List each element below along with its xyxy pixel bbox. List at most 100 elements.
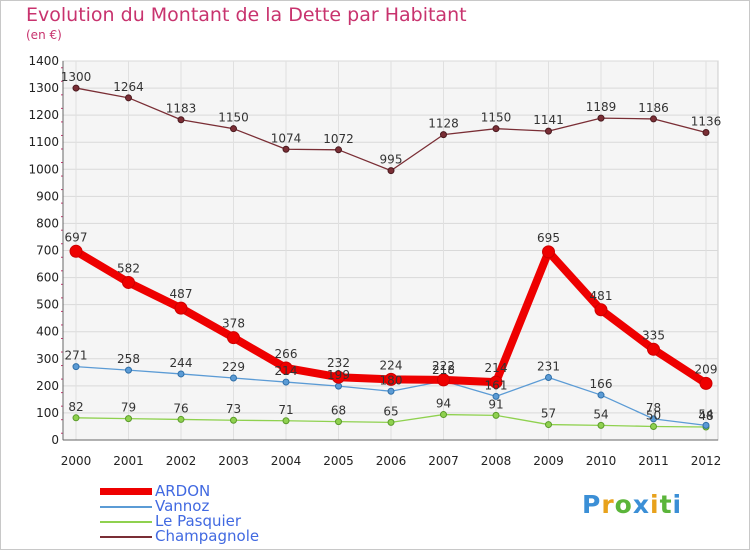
data-label-le-pasquier: 57 <box>541 407 556 421</box>
data-label-ardon: 697 <box>65 230 88 244</box>
data-point-vannoz <box>650 415 657 423</box>
data-point-ardon <box>594 303 608 317</box>
data-point-ardon <box>332 370 345 384</box>
data-point-le-pasquier <box>72 414 80 422</box>
data-point-champagnole <box>177 116 185 124</box>
data-label-vannoz: 180 <box>380 373 403 387</box>
data-label-champagnole: 1183 <box>166 102 197 116</box>
data-point-vannoz <box>492 392 500 400</box>
legend-label-vannoz: Vannoz <box>155 497 210 515</box>
data-point-vannoz <box>177 370 185 378</box>
data-label-vannoz: 231 <box>537 359 560 373</box>
data-label-ardon: 222 <box>432 359 455 373</box>
data-label-ardon: 224 <box>380 358 403 372</box>
data-label-le-pasquier: 50 <box>646 408 661 422</box>
y-tick-label: 500 <box>36 298 59 312</box>
data-label-le-pasquier: 79 <box>121 401 136 415</box>
data-label-le-pasquier: 71 <box>278 403 293 417</box>
data-label-ardon: 378 <box>222 317 245 331</box>
data-point-ardon <box>647 342 660 356</box>
legend: ARDON Vannoz Le Pasquier Champagnole <box>100 484 259 544</box>
data-label-le-pasquier: 48 <box>698 409 713 423</box>
data-point-le-pasquier <box>492 411 500 419</box>
proxiti-logo: Proxiti <box>582 490 683 519</box>
data-point-vannoz <box>230 374 237 382</box>
legend-swatch-vannoz <box>100 505 152 508</box>
y-tick-label: 100 <box>36 406 59 420</box>
data-label-vannoz: 218 <box>432 363 455 377</box>
data-label-ardon: 266 <box>275 347 298 361</box>
y-tick-label: 0 <box>51 433 59 447</box>
data-label-le-pasquier: 94 <box>436 397 451 411</box>
legend-item-champagnole: Champagnole <box>100 529 259 544</box>
data-point-vannoz <box>335 382 342 390</box>
legend-item-ardon: ARDON <box>100 484 259 499</box>
data-label-le-pasquier: 68 <box>331 404 346 418</box>
data-label-vannoz: 229 <box>222 360 245 374</box>
data-point-le-pasquier <box>335 418 342 426</box>
data-point-le-pasquier <box>282 417 290 425</box>
x-tick-label: 2011 <box>638 454 669 468</box>
data-label-champagnole: 1300 <box>61 70 92 84</box>
data-point-ardon <box>69 244 83 258</box>
data-label-vannoz: 214 <box>275 364 298 378</box>
data-point-champagnole <box>492 125 500 133</box>
chart-title: Evolution du Montant de la Dette par Hab… <box>26 4 467 26</box>
x-tick-label: 2000 <box>61 454 92 468</box>
data-point-champagnole <box>72 84 80 92</box>
data-label-le-pasquier: 76 <box>173 401 188 415</box>
data-label-champagnole: 1128 <box>428 117 459 131</box>
data-point-ardon <box>174 301 188 315</box>
data-label-vannoz: 166 <box>590 377 613 391</box>
data-label-ardon: 487 <box>170 287 193 301</box>
x-tick-label: 2008 <box>481 454 512 468</box>
data-label-vannoz: 244 <box>170 356 193 370</box>
data-label-ardon: 209 <box>695 362 718 376</box>
data-label-champagnole: 1189 <box>586 100 617 114</box>
x-tick-label: 2012 <box>691 454 722 468</box>
data-label-champagnole: 1072 <box>323 132 354 146</box>
legend-label-le-pasquier: Le Pasquier <box>155 512 242 530</box>
data-point-ardon <box>122 275 135 289</box>
data-label-champagnole: 1136 <box>691 114 722 128</box>
data-point-champagnole <box>440 131 447 139</box>
x-tick-label: 2005 <box>323 454 354 468</box>
data-label-vannoz: 54 <box>698 407 713 421</box>
data-point-champagnole <box>230 125 237 133</box>
data-point-vannoz <box>702 421 710 429</box>
legend-swatch-le-pasquier <box>100 520 152 523</box>
data-point-champagnole <box>597 114 605 122</box>
y-tick-label: 1300 <box>28 81 59 95</box>
data-label-le-pasquier: 73 <box>226 402 241 416</box>
data-label-ardon: 214 <box>485 361 508 375</box>
data-point-champagnole <box>650 115 657 123</box>
y-tick-label: 1100 <box>28 135 59 149</box>
data-point-le-pasquier <box>650 422 657 430</box>
x-tick-label: 2007 <box>428 454 459 468</box>
chart-subtitle: (en €) <box>26 28 62 42</box>
data-label-champagnole: 1141 <box>533 113 564 127</box>
data-label-ardon: 335 <box>642 328 665 342</box>
y-tick-label: 400 <box>36 325 59 339</box>
data-point-ardon <box>279 361 293 375</box>
x-tick-label: 2009 <box>533 454 564 468</box>
data-point-ardon <box>699 376 713 390</box>
y-tick-label: 1000 <box>28 162 59 176</box>
data-label-ardon: 481 <box>590 289 613 303</box>
x-tick-label: 2002 <box>166 454 197 468</box>
legend-label-ardon: ARDON <box>155 482 211 500</box>
x-tick-label: 2010 <box>586 454 617 468</box>
data-label-ardon: 695 <box>537 231 560 245</box>
data-point-vannoz <box>72 363 80 371</box>
data-label-le-pasquier: 91 <box>488 397 503 411</box>
legend-swatch-ardon <box>100 488 152 495</box>
data-point-vannoz <box>545 373 552 381</box>
data-label-champagnole: 1150 <box>218 111 249 125</box>
data-label-champagnole: 1150 <box>481 111 512 125</box>
data-point-vannoz <box>282 378 290 386</box>
data-label-champagnole: 1186 <box>638 101 669 115</box>
x-tick-label: 2003 <box>218 454 249 468</box>
y-tick-label: 600 <box>36 271 59 285</box>
y-tick-label: 300 <box>36 352 59 366</box>
